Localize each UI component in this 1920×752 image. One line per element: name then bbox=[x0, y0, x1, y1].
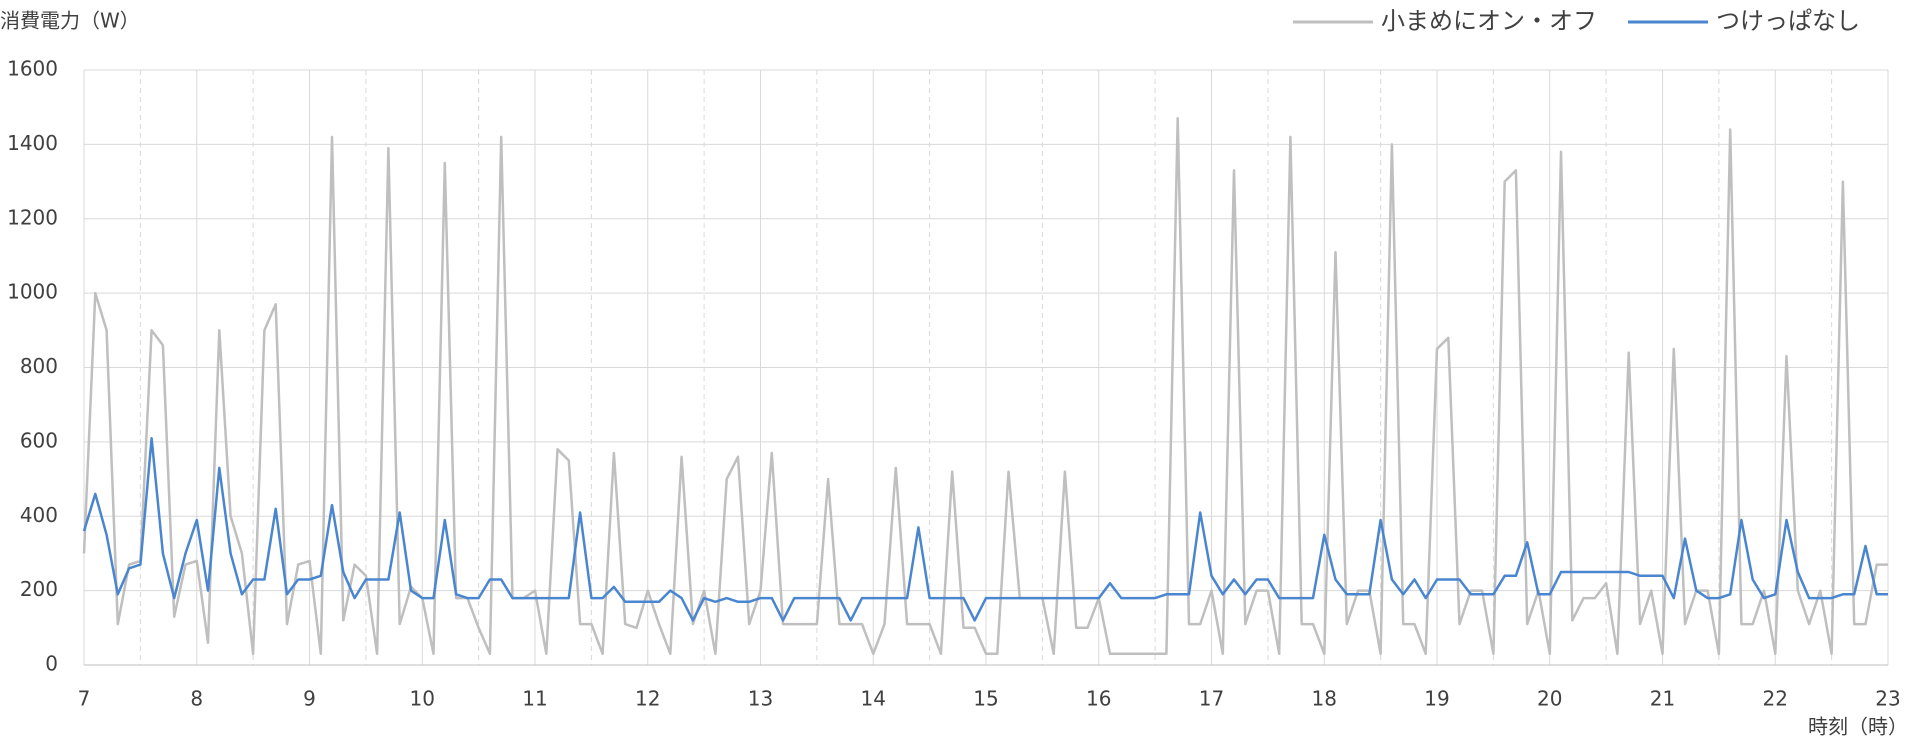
series-line bbox=[82, 436, 1888, 622]
x-tick-label: 11 bbox=[522, 687, 547, 711]
x-tick-label: 10 bbox=[410, 687, 435, 711]
y-tick-label: 1000 bbox=[7, 280, 58, 304]
y-tick-label: 1400 bbox=[7, 131, 58, 155]
x-tick-label: 14 bbox=[861, 687, 886, 711]
x-axis-label: 時刻（時） bbox=[1808, 715, 1908, 739]
y-tick-label: 1200 bbox=[7, 205, 58, 229]
x-tick-label: 7 bbox=[78, 687, 91, 711]
x-tick-label: 13 bbox=[748, 687, 773, 711]
y-tick-label: 400 bbox=[20, 503, 58, 527]
y-tick-label: 1600 bbox=[7, 57, 58, 81]
x-tick-label: 23 bbox=[1875, 687, 1900, 711]
x-tick-label: 16 bbox=[1086, 687, 1111, 711]
x-tick-label: 20 bbox=[1537, 687, 1562, 711]
y-tick-label: 0 bbox=[45, 652, 58, 676]
y-axis-label: 消費電力（W） bbox=[0, 9, 140, 33]
x-tick-label: 8 bbox=[190, 687, 203, 711]
series-line bbox=[82, 117, 1888, 656]
x-tick-label: 19 bbox=[1424, 687, 1449, 711]
x-tick-label: 17 bbox=[1199, 687, 1224, 711]
x-tick-label: 15 bbox=[973, 687, 998, 711]
legend-label: つけっぱなし bbox=[1716, 7, 1860, 35]
x-tick-label: 18 bbox=[1312, 687, 1337, 711]
x-tick-label: 21 bbox=[1650, 687, 1675, 711]
x-tick-label: 9 bbox=[303, 687, 316, 711]
y-tick-label: 200 bbox=[20, 577, 58, 601]
legend-label: 小まめにオン・オフ bbox=[1381, 7, 1597, 35]
x-tick-label: 22 bbox=[1763, 687, 1788, 711]
y-tick-label: 800 bbox=[20, 354, 58, 378]
y-tick-label: 600 bbox=[20, 428, 58, 452]
x-tick-label: 12 bbox=[635, 687, 660, 711]
